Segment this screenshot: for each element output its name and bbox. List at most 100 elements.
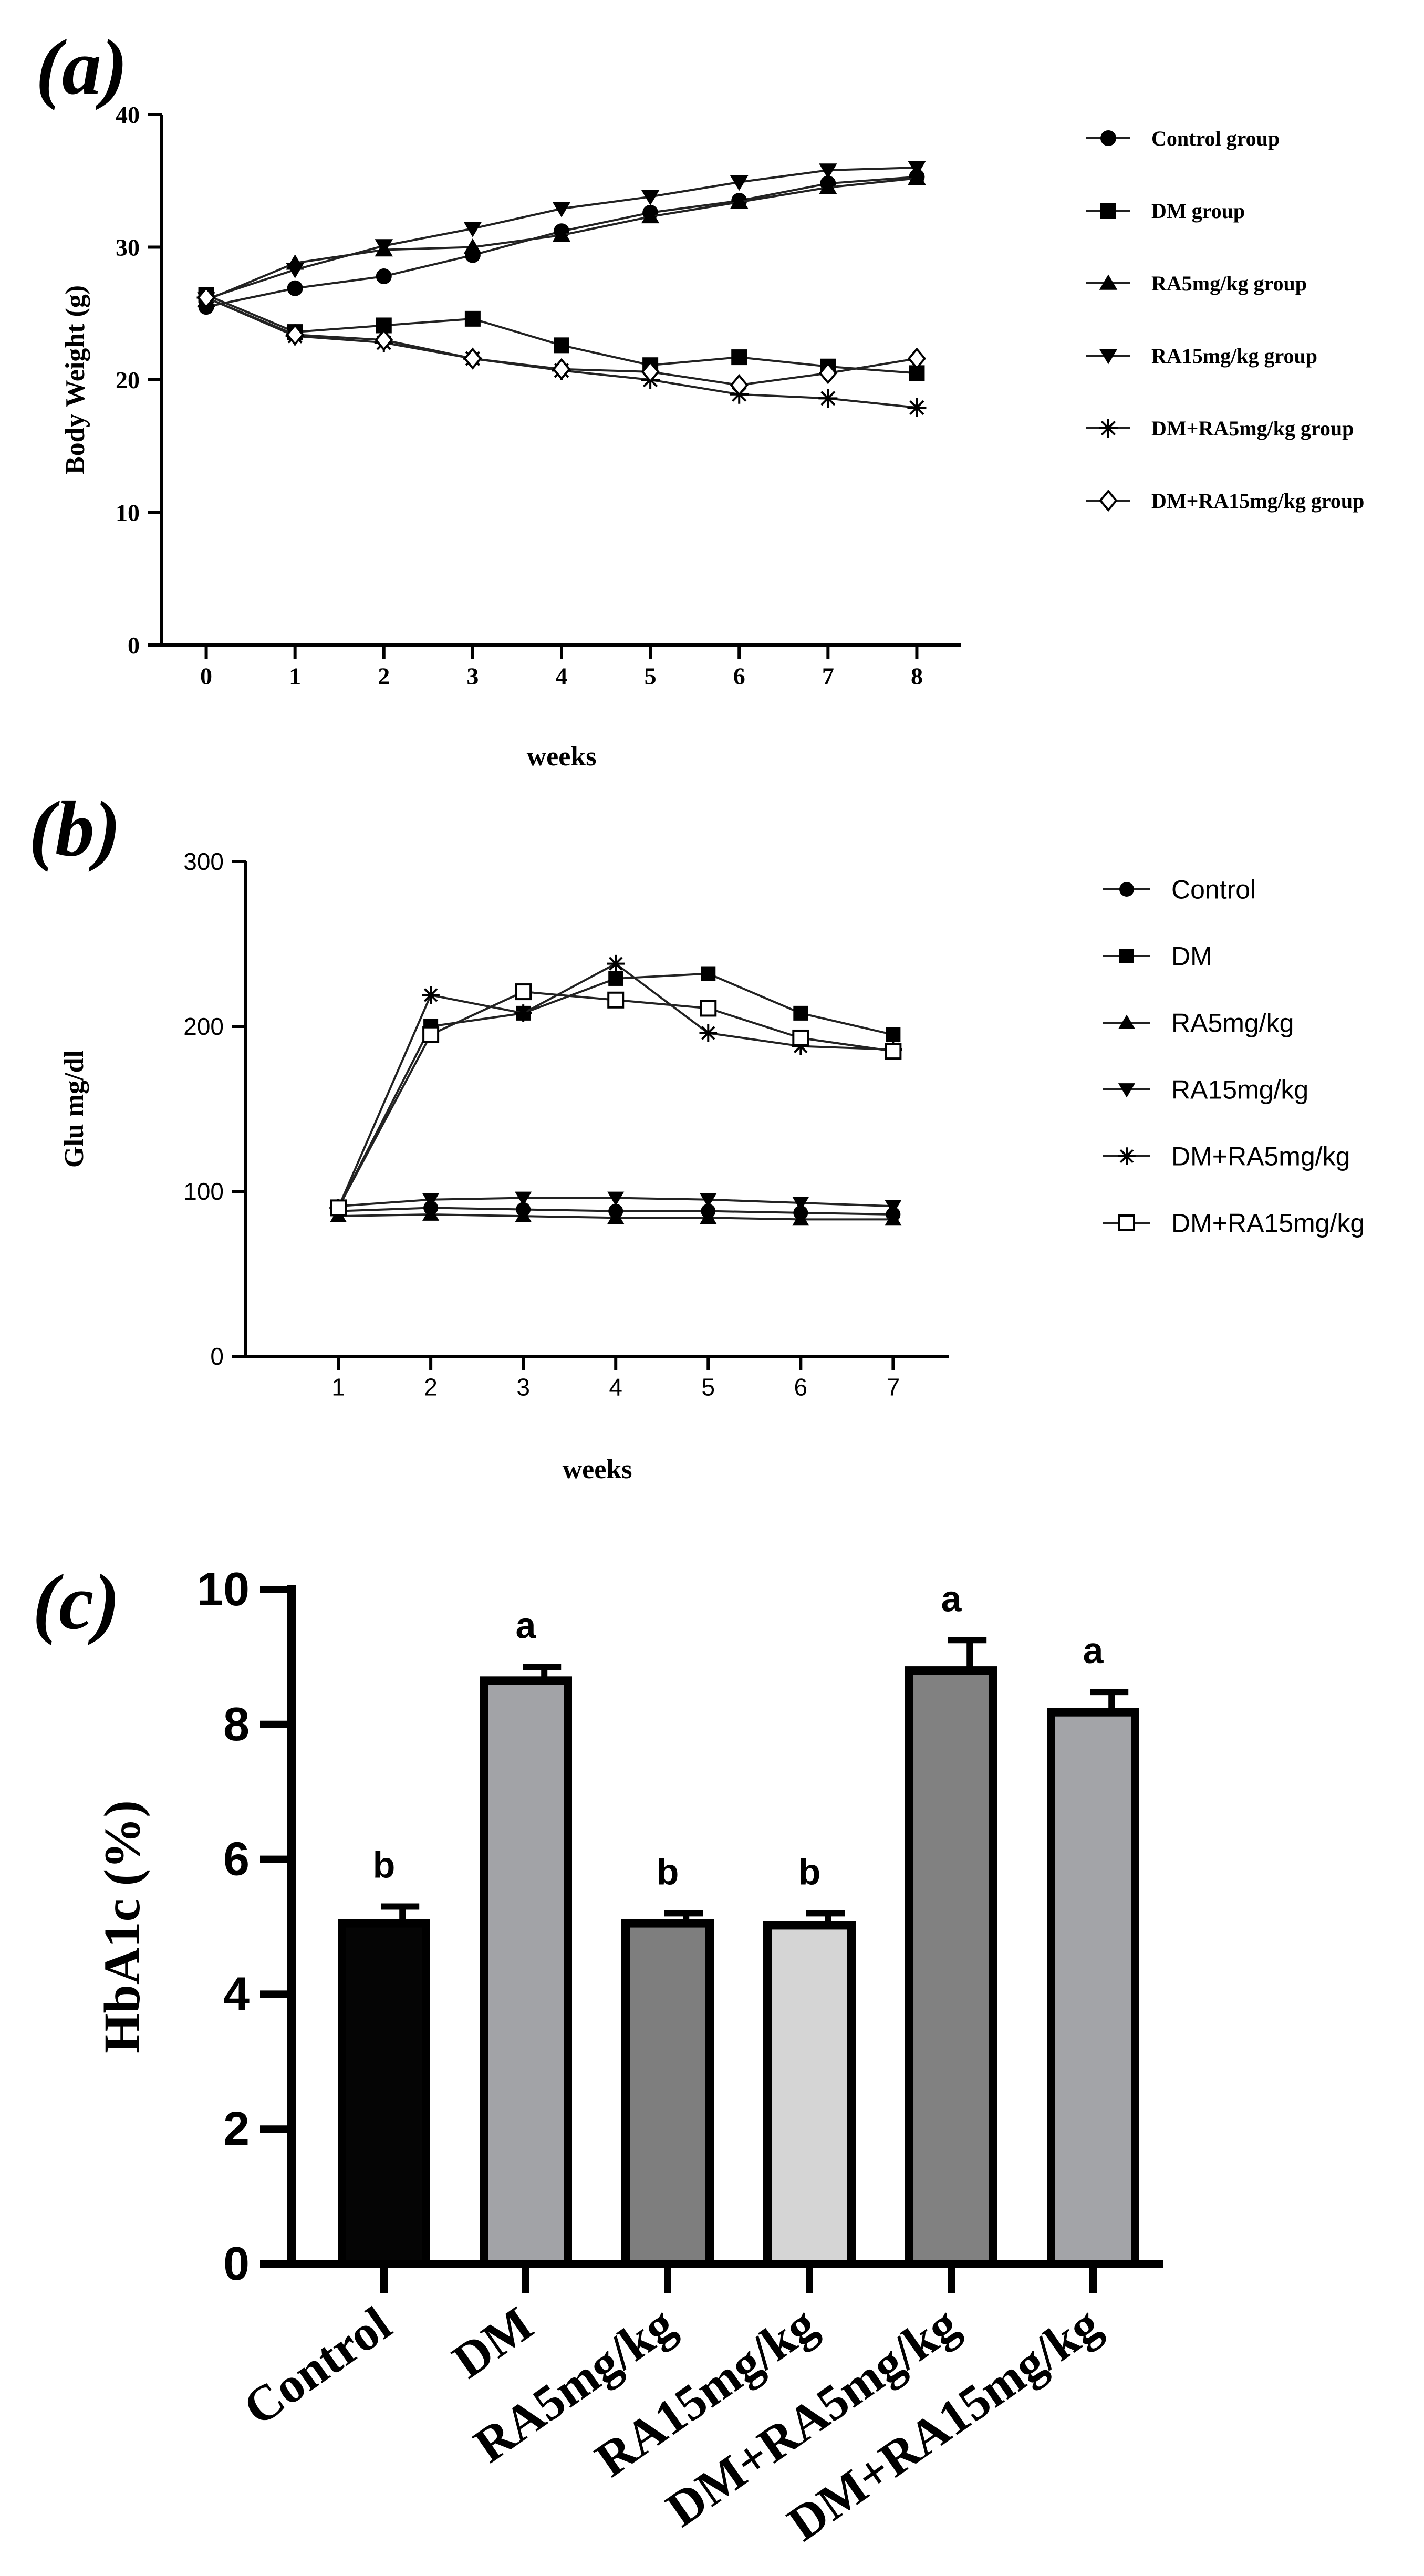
legend-label: DM+RA5mg/kg — [1171, 1142, 1350, 1171]
legend-item: DM group — [1086, 199, 1245, 223]
legend-marker — [1099, 274, 1118, 290]
x-axis-label: weeks — [527, 742, 597, 772]
data-point — [699, 1024, 718, 1042]
series-ra15mg-kg — [329, 1191, 902, 1214]
y-tick-label: 300 — [183, 848, 224, 875]
data-point — [463, 347, 482, 370]
data-point — [792, 1029, 809, 1046]
legend-item: DM+RA15mg/kg group — [1086, 489, 1364, 513]
x-tick-label: 8 — [911, 662, 923, 689]
legend-marker — [1100, 203, 1116, 219]
legend-label: DM+RA15mg/kg group — [1151, 489, 1364, 513]
x-tick-label: 5 — [645, 662, 657, 689]
data-point — [886, 1027, 901, 1042]
data-point — [792, 1197, 809, 1211]
data-point — [463, 238, 482, 254]
y-tick-label: 4 — [223, 1968, 250, 2020]
data-point — [908, 169, 926, 185]
legend-marker — [1100, 130, 1116, 146]
data-point — [700, 1209, 717, 1224]
x-tick-label: 3 — [516, 1373, 530, 1400]
legend-label: RA15mg/kg group — [1151, 344, 1317, 368]
data-point — [819, 163, 837, 179]
data-point — [554, 337, 569, 354]
significance-label: a — [941, 1578, 962, 1619]
data-point — [607, 1209, 625, 1224]
legend-item: DM — [1103, 942, 1212, 971]
data-point — [515, 983, 532, 1001]
y-tick-label: 0 — [128, 632, 140, 659]
y-tick-label: 10 — [116, 500, 140, 526]
x-tick-label: 6 — [794, 1373, 808, 1400]
bar-control — [338, 1919, 430, 2269]
data-point — [286, 263, 304, 278]
data-point — [885, 1200, 902, 1214]
legend-label: Control group — [1151, 127, 1280, 150]
x-tick-label: 1 — [289, 662, 301, 689]
x-tick-label: 5 — [701, 1373, 715, 1400]
data-point — [818, 362, 837, 385]
y-tick-label: 8 — [223, 1698, 250, 1751]
data-point — [730, 193, 749, 209]
legend-item: RA15mg/kg group — [1086, 344, 1317, 368]
y-tick-label: 40 — [116, 101, 140, 128]
bar-ra15mg-kg — [763, 1921, 856, 2268]
bar-dm — [480, 1676, 572, 2269]
x-tick-label: 2 — [424, 1373, 438, 1400]
data-point — [641, 207, 660, 224]
data-point — [792, 1211, 809, 1226]
legend-marker — [1118, 1214, 1135, 1231]
data-point — [552, 202, 571, 217]
significance-label: a — [1083, 1630, 1104, 1671]
panel-label: (a) — [36, 24, 128, 111]
legend-label: RA5mg/kg — [1171, 1009, 1294, 1038]
data-point — [731, 349, 747, 366]
data-point — [730, 175, 749, 191]
legend-item: RA5mg/kg group — [1086, 272, 1307, 295]
legend-label: DM+RA5mg/kg group — [1151, 417, 1354, 440]
x-tick-label: 7 — [887, 1373, 900, 1400]
bar-ra5mg-kg — [621, 1919, 714, 2269]
legend-label: DM+RA15mg/kg — [1171, 1209, 1365, 1238]
legend-item: DM+RA5mg/kg — [1103, 1142, 1350, 1171]
y-tick-label: 0 — [223, 2238, 250, 2290]
data-point — [908, 161, 926, 176]
data-point — [818, 389, 838, 408]
panel-label: (c) — [33, 1559, 120, 1646]
data-point — [330, 1199, 347, 1217]
x-category-label: Control — [233, 2295, 401, 2436]
x-tick-label: 4 — [609, 1373, 622, 1400]
data-point — [730, 373, 749, 397]
panel-a-body-weight-chart: (a) 0 10 20 30 40 0 1 2 3 4 5 6 7 8 weeks Body Weight (g… — [36, 24, 1364, 772]
data-point — [376, 268, 392, 285]
y-tick-label: 200 — [183, 1013, 224, 1040]
y-tick-label: 2 — [223, 2103, 250, 2155]
y-axis-label: Glu mg/dl — [59, 1050, 89, 1168]
legend-item: DM+RA5mg/kg group — [1086, 417, 1354, 440]
data-point — [885, 1211, 902, 1226]
legend-item: Control group — [1086, 127, 1280, 150]
series-ra5mg-kg — [329, 1206, 902, 1226]
y-tick-label: 20 — [116, 367, 140, 393]
data-point — [514, 1004, 532, 1022]
series-line — [337, 991, 893, 1209]
x-tick-label: 4 — [556, 662, 568, 689]
legend-label: RA15mg/kg — [1171, 1075, 1308, 1105]
data-point — [700, 1000, 717, 1017]
bar-dm-ra5mg-kg — [905, 1666, 997, 2269]
x-tick-label: 3 — [466, 662, 479, 689]
data-point — [907, 398, 927, 418]
data-point — [464, 310, 481, 327]
bar-dm-ra15mg-kg — [1047, 1708, 1139, 2268]
data-point — [422, 1206, 440, 1221]
data-point — [375, 329, 393, 351]
y-axis-label: Body Weight (g) — [60, 285, 90, 474]
legend-item: RA5mg/kg — [1103, 1009, 1294, 1038]
x-tick-label: 0 — [200, 662, 212, 689]
legend-item: RA15mg/kg — [1103, 1075, 1308, 1105]
significance-label: b — [798, 1851, 821, 1892]
legend-marker — [1099, 349, 1118, 365]
series-dm-ra15mg-kg-group — [196, 286, 927, 397]
legend-marker — [1119, 882, 1134, 897]
